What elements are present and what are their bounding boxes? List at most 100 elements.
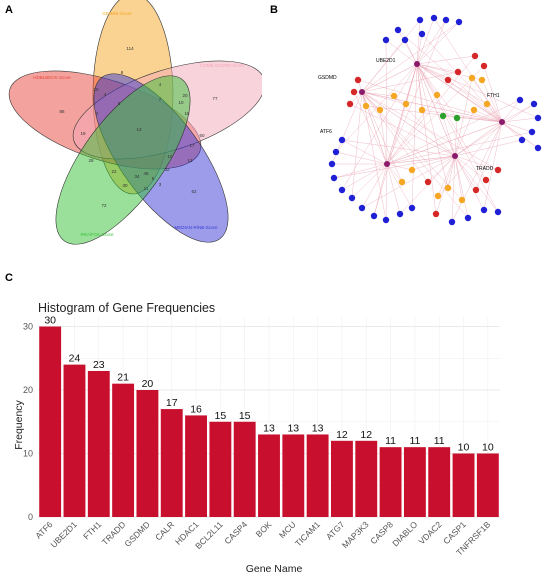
venn-count: 8 [121, 70, 124, 75]
data-label: 10 [458, 442, 470, 454]
network-node-orange [362, 102, 370, 110]
network-node-blue [516, 96, 524, 104]
venn-count: 2 [96, 111, 99, 116]
venn-count: 28 [88, 158, 94, 163]
network-edge [361, 91, 387, 221]
network-edge [349, 103, 456, 157]
network-edge [501, 99, 521, 123]
network-edge [361, 63, 418, 93]
bar-tradd [112, 383, 135, 517]
network-edge [335, 151, 388, 165]
data-label: 12 [360, 429, 372, 441]
bar-map3k3 [355, 440, 378, 517]
bar-atg7 [331, 440, 353, 517]
data-label: 13 [287, 422, 299, 434]
network-edge [341, 163, 388, 191]
network-node-red [454, 68, 462, 76]
network-edge [333, 155, 456, 179]
network-edge [501, 103, 535, 123]
network-edge [451, 121, 503, 223]
network-node-blue [464, 214, 472, 222]
network-edge [361, 163, 388, 209]
chart-title: Histogram of Gene Frequencies [38, 301, 215, 315]
network-edge [397, 29, 503, 123]
network-edge [386, 163, 401, 215]
venn-count: 17 [189, 143, 195, 148]
network-node-blue [396, 210, 404, 218]
network-edge [397, 29, 418, 65]
venn-count: 3 [159, 182, 162, 187]
bar-mcu [282, 434, 305, 517]
network-node-orange [433, 91, 441, 99]
network-node-red [432, 210, 440, 218]
bar-tnfrsf1b [476, 453, 499, 517]
venn-count: 77 [212, 96, 218, 101]
network-node-orange [458, 196, 466, 204]
network-edge [454, 117, 458, 157]
network-edge [416, 21, 460, 65]
network-edge [361, 91, 503, 123]
network-node-red [480, 62, 488, 70]
network-node-orange [444, 184, 452, 192]
x-axis-label: Gene Name [246, 563, 303, 575]
y-axis-ticks: 0 10 20 30 [23, 322, 33, 522]
panel-c-letter: C [5, 272, 13, 284]
network-hub-labels: UBE2D1 GSDMD FTH1 ATF6 TRADD [318, 58, 500, 172]
network-node-blue [348, 194, 356, 202]
network-edge [416, 33, 423, 65]
venn-diagram: GEMINI-Score HDBLBECK-Score COMB-SCORE-S… [8, 0, 262, 245]
network-node-red [424, 178, 432, 186]
network-edge [379, 109, 388, 165]
y-tick-label: 30 [23, 322, 33, 332]
network-edge [451, 155, 456, 223]
network-edge [454, 77, 473, 157]
x-tick-label: ATG7 [324, 519, 347, 542]
network-node-orange [398, 178, 406, 186]
hub-label-gsdmd: GSDMD [318, 75, 337, 81]
network-edge [385, 39, 388, 165]
venn-count: 46 [143, 171, 149, 176]
network-edge [447, 155, 456, 189]
network-edge [416, 63, 449, 189]
data-label: 30 [44, 315, 56, 327]
network-node-orange [470, 106, 478, 114]
network-edge [386, 163, 413, 171]
network-node-blue [382, 36, 390, 44]
network-node-blue [408, 204, 416, 212]
venn-set-label-comb: COMB-SCORE-Score [200, 63, 245, 68]
x-tick-label: BOK [254, 519, 274, 539]
network-node-blue [534, 114, 542, 122]
x-tick-label: CASP4 [222, 519, 249, 546]
network-node-orange [434, 192, 442, 200]
x-tick-label: MAP3K3 [340, 519, 371, 550]
network-edge [416, 63, 487, 181]
network-edge [416, 63, 539, 119]
venn-ellipse-5 [55, 75, 191, 245]
data-label: 11 [409, 435, 420, 447]
network-edge [454, 155, 499, 213]
network-node-blue [330, 174, 338, 182]
network-edge [416, 19, 421, 65]
network-node-blue [448, 218, 456, 226]
network-edge [386, 121, 503, 165]
network-edge [416, 55, 476, 65]
network-edge [454, 155, 469, 219]
network-node-blue [338, 136, 346, 144]
bar-ticam1 [306, 434, 329, 517]
network-node-blue [480, 206, 488, 214]
venn-count: 114 [126, 46, 134, 51]
network-edge [386, 155, 456, 165]
network-edge [454, 155, 499, 171]
venn-count: 30 [122, 183, 128, 188]
network-edges [331, 17, 539, 223]
network-node-orange [478, 76, 486, 84]
network-hub-node [414, 61, 420, 67]
network-node-blue [328, 160, 336, 168]
data-label: 10 [482, 442, 494, 454]
venn-set-labels: GEMINI-Score HDBLBECK-Score COMB-SCORE-S… [33, 11, 244, 237]
venn-count: 60 [199, 133, 205, 138]
network-edge [437, 121, 503, 197]
x-tick-label: VDAC2 [417, 519, 444, 546]
network-edge [454, 155, 463, 201]
venn-count: 10 [167, 154, 173, 159]
